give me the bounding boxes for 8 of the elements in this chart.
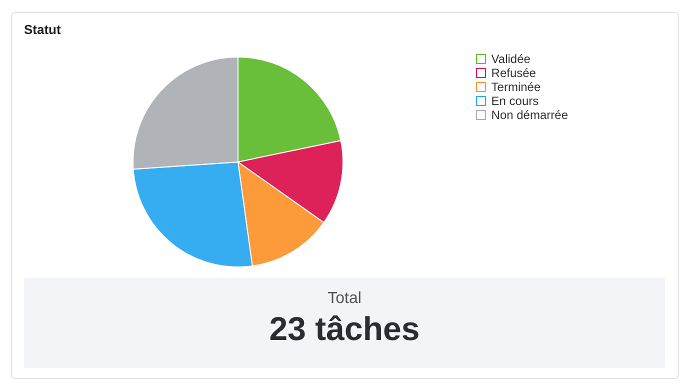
legend-label: Non démarrée bbox=[491, 108, 568, 122]
legend-label: Terminée bbox=[491, 80, 541, 94]
text: Total bbox=[326, 290, 362, 308]
chart-title: Statut bbox=[24, 22, 61, 37]
legend-label: Validée bbox=[491, 52, 530, 66]
legend-label: Refusée bbox=[491, 66, 536, 80]
text: 23 tâches bbox=[268, 310, 421, 348]
legend-label: En cours bbox=[491, 94, 539, 108]
